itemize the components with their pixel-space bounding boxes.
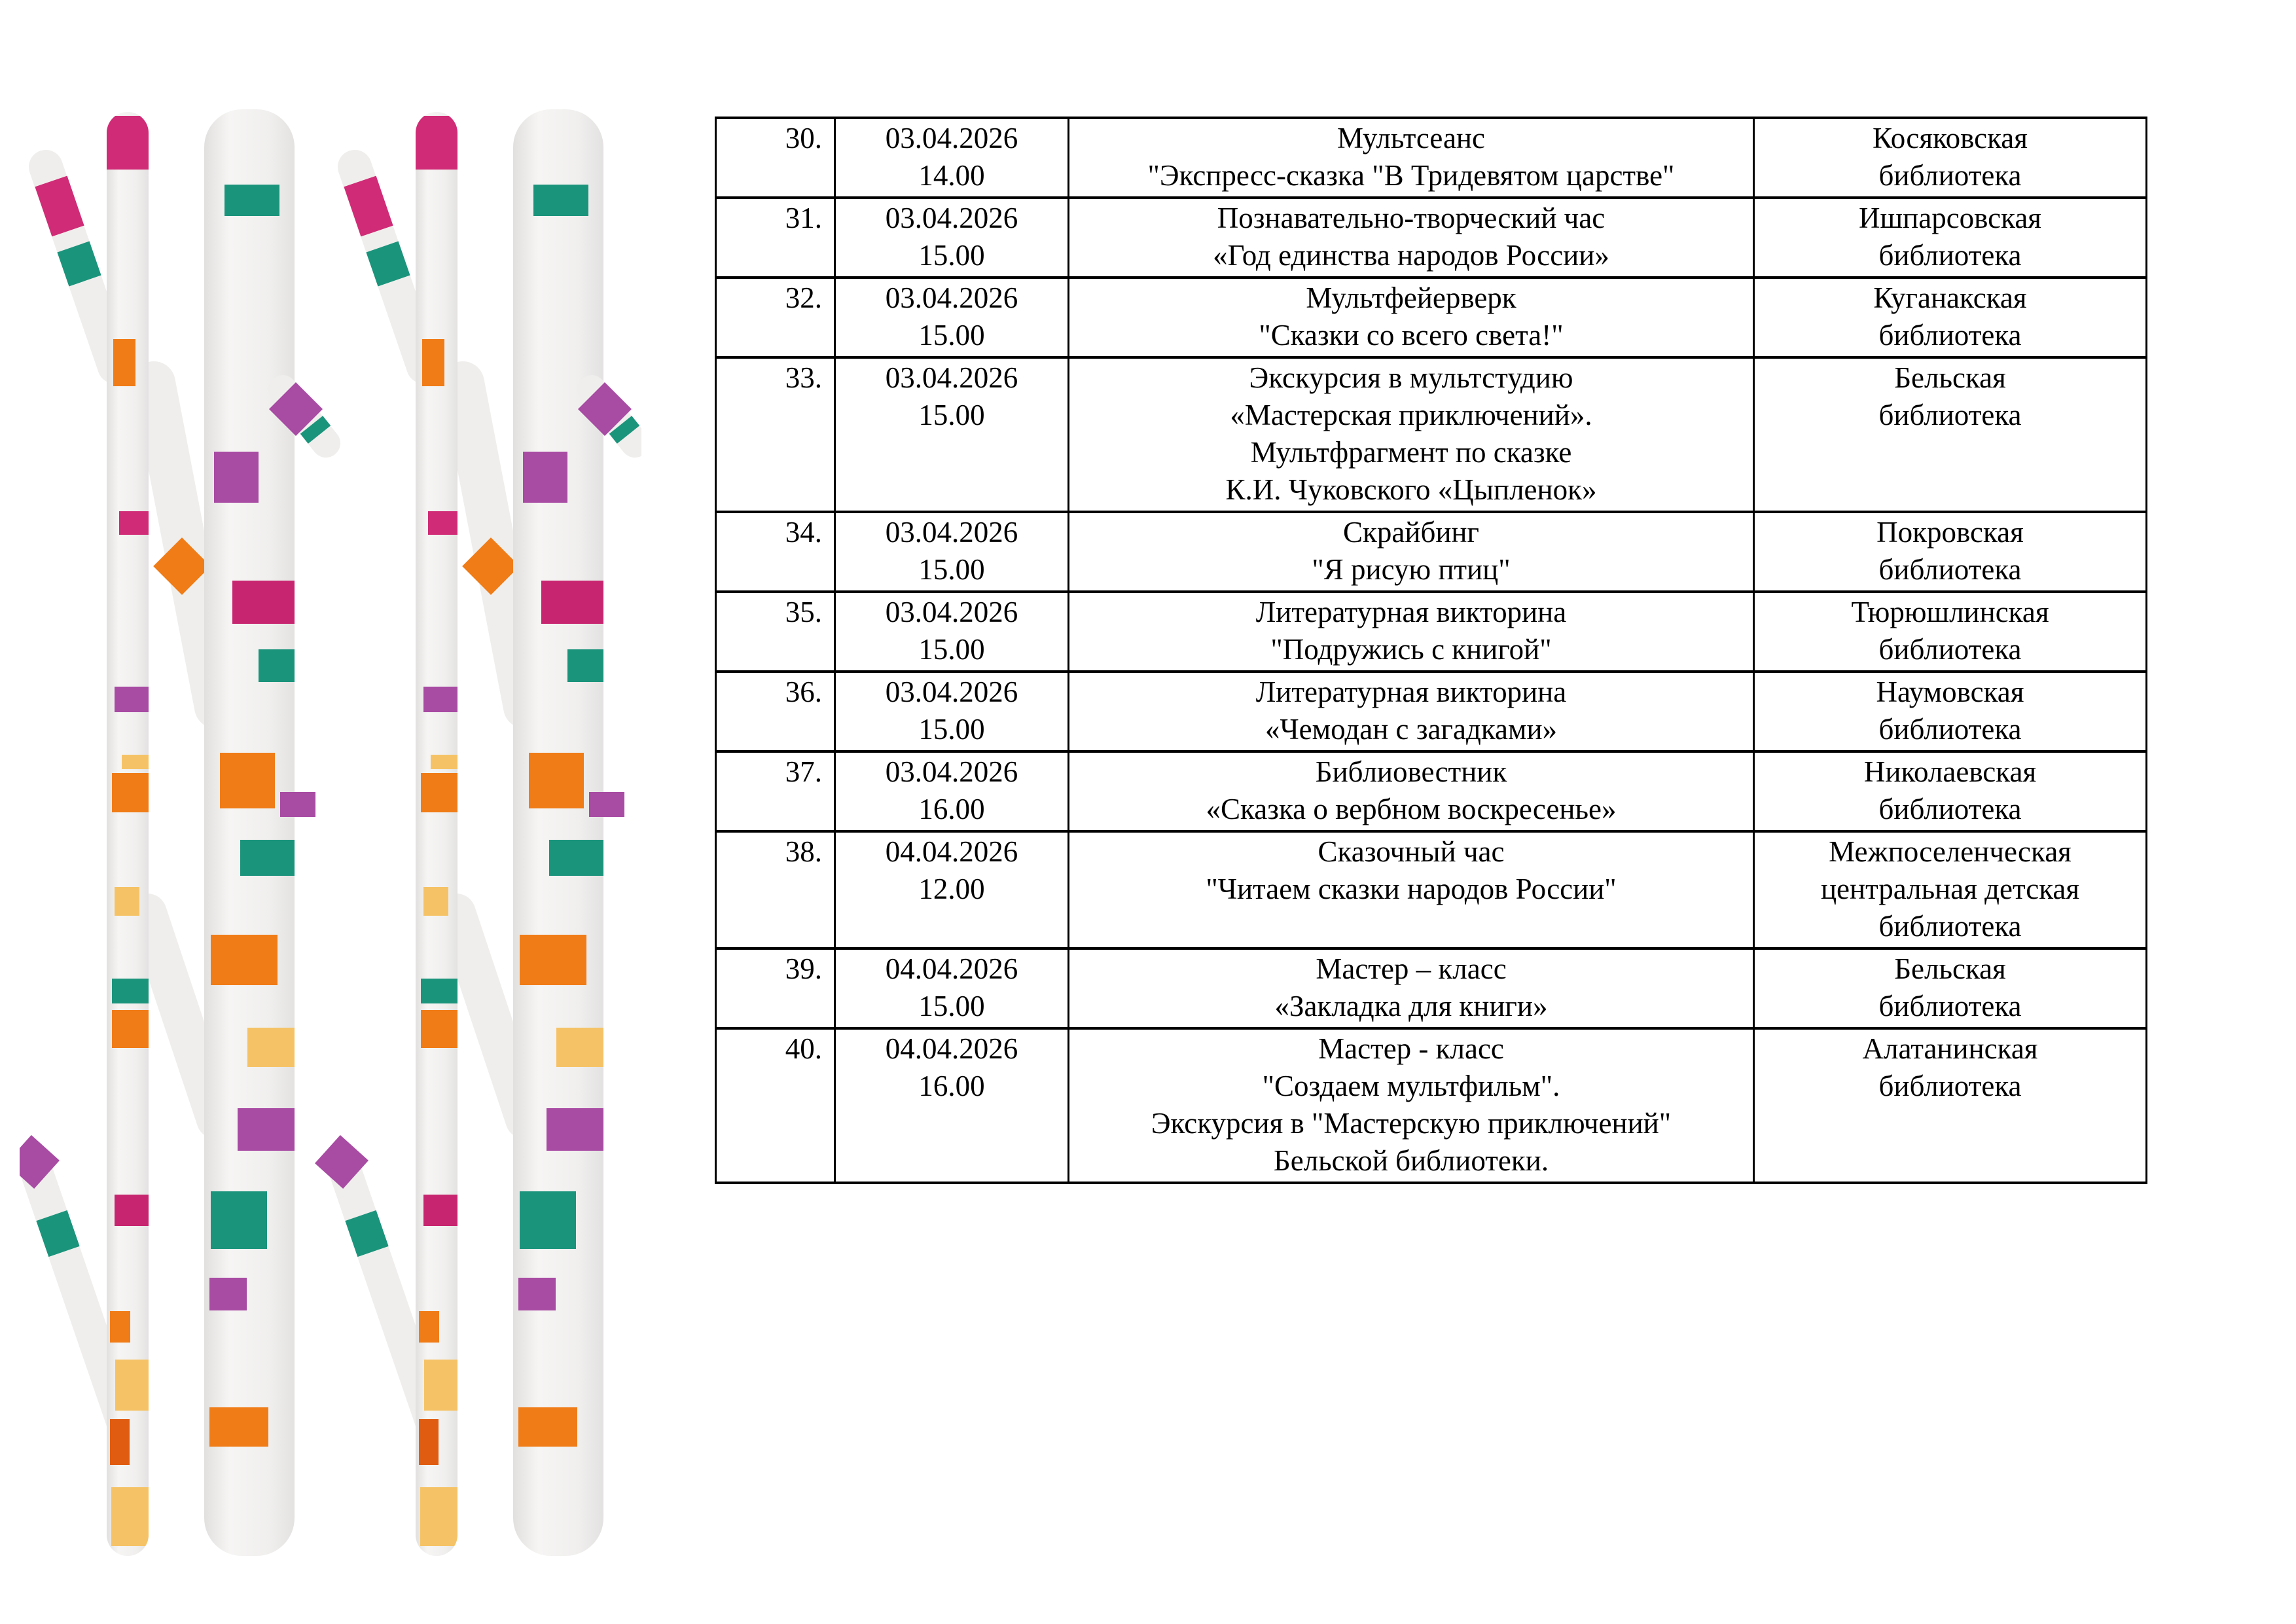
date-time-cell: 04.04.2026 16.00 (834, 1027, 1069, 1184)
table-row: 33. 03.04.2026 15.00 Экскурсия в мультст… (715, 356, 2147, 513)
date-time-cell: 03.04.2026 15.00 (834, 196, 1069, 279)
table-row: 40. 04.04.2026 16.00 Мастер - класс "Соз… (715, 1027, 2147, 1184)
event-title-cell: Библиовестник «Сказка о вербном воскресе… (1067, 750, 1755, 833)
date-time-cell: 04.04.2026 15.00 (834, 947, 1069, 1030)
event-title-cell: Скрайбинг "Я рисую птиц" (1067, 511, 1755, 593)
table-row: 32. 03.04.2026 15.00 Мультфейерверк "Ска… (715, 276, 2147, 359)
table-row: 34. 03.04.2026 15.00 Скрайбинг "Я рисую … (715, 511, 2147, 593)
event-title-cell: Литературная викторина "Подружись с книг… (1067, 590, 1755, 673)
table-row: 30. 03.04.2026 14.00 Мультсеанс "Экспрес… (715, 117, 2147, 199)
library-cell: Бельская библиотека (1753, 356, 2147, 513)
event-title-cell: Познавательно-творческий час «Год единст… (1067, 196, 1755, 279)
library-cell: Косяковская библиотека (1753, 117, 2147, 199)
row-number-cell: 36. (715, 670, 836, 753)
birch-trees-decoration (20, 108, 641, 1556)
event-title-cell: Сказочный час "Читаем сказки народов Рос… (1067, 830, 1755, 950)
row-number-cell: 31. (715, 196, 836, 279)
event-title-cell: Экскурсия в мультстудию «Мастерская прик… (1067, 356, 1755, 513)
table-row: 35. 03.04.2026 15.00 Литературная виктор… (715, 590, 2147, 673)
table-row: 38. 04.04.2026 12.00 Сказочный час "Чита… (715, 830, 2147, 950)
library-cell: Тюрюшлинская библиотека (1753, 590, 2147, 673)
library-cell: Наумовская библиотека (1753, 670, 2147, 753)
event-title-cell: Мультсеанс "Экспресс-сказка "В Тридевято… (1067, 117, 1755, 199)
date-time-cell: 03.04.2026 15.00 (834, 356, 1069, 513)
date-time-cell: 03.04.2026 16.00 (834, 750, 1069, 833)
row-number-cell: 34. (715, 511, 836, 593)
row-number-cell: 39. (715, 947, 836, 1030)
table-row: 36. 03.04.2026 15.00 Литературная виктор… (715, 670, 2147, 753)
date-time-cell: 04.04.2026 12.00 (834, 830, 1069, 950)
library-cell: Покровская библиотека (1753, 511, 2147, 593)
row-number-cell: 32. (715, 276, 836, 359)
date-time-cell: 03.04.2026 15.00 (834, 276, 1069, 359)
events-schedule-table: 30. 03.04.2026 14.00 Мультсеанс "Экспрес… (715, 117, 2147, 1184)
row-number-cell: 30. (715, 117, 836, 199)
event-title-cell: Мастер – класс «Закладка для книги» (1067, 947, 1755, 1030)
row-number-cell: 40. (715, 1027, 836, 1184)
library-cell: Бельская библиотека (1753, 947, 2147, 1030)
birch-tree-group (20, 109, 326, 1556)
birch-tree-group (315, 109, 635, 1556)
event-title-cell: Мастер - класс "Создаем мультфильм". Экс… (1067, 1027, 1755, 1184)
table-row: 31. 03.04.2026 15.00 Познавательно-творч… (715, 196, 2147, 279)
event-title-cell: Литературная викторина «Чемодан с загадк… (1067, 670, 1755, 753)
row-number-cell: 37. (715, 750, 836, 833)
library-cell: Алатанинская библиотека (1753, 1027, 2147, 1184)
table-row: 37. 03.04.2026 16.00 Библиовестник «Сказ… (715, 750, 2147, 833)
date-time-cell: 03.04.2026 15.00 (834, 670, 1069, 753)
row-number-cell: 33. (715, 356, 836, 513)
row-number-cell: 38. (715, 830, 836, 950)
library-cell: Межпоселенческая центральная детская биб… (1753, 830, 2147, 950)
table-row: 39. 04.04.2026 15.00 Мастер – класс «Зак… (715, 947, 2147, 1030)
date-time-cell: 03.04.2026 15.00 (834, 590, 1069, 673)
date-time-cell: 03.04.2026 14.00 (834, 117, 1069, 199)
library-cell: Николаевская библиотека (1753, 750, 2147, 833)
row-number-cell: 35. (715, 590, 836, 673)
library-cell: Куганакская библиотека (1753, 276, 2147, 359)
event-title-cell: Мультфейерверк "Сказки со всего света!" (1067, 276, 1755, 359)
date-time-cell: 03.04.2026 15.00 (834, 511, 1069, 593)
library-cell: Ишпарсовская библиотека (1753, 196, 2147, 279)
